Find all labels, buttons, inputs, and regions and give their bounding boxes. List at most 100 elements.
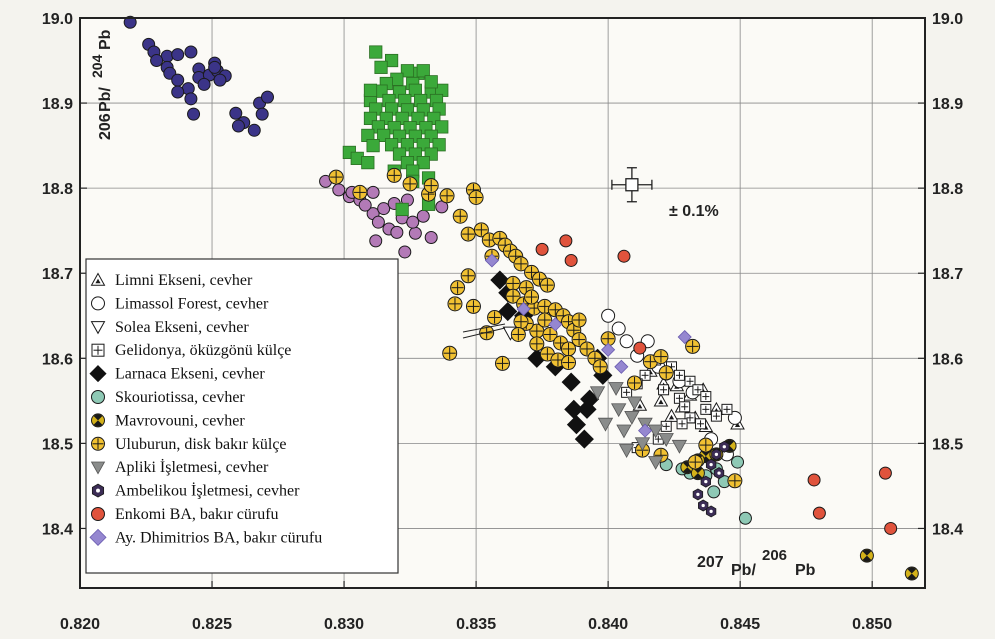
- data-point: [904, 566, 919, 581]
- data-point: [618, 444, 635, 459]
- cluster-point: [150, 54, 164, 68]
- data-point: [660, 420, 672, 432]
- data-point: [692, 384, 704, 396]
- data-point: [705, 458, 717, 471]
- data-point: [447, 296, 463, 312]
- legend-label: Limassol Forest, cevher: [115, 295, 269, 312]
- data-point: [710, 410, 722, 422]
- legend-marker: [90, 272, 106, 286]
- legend-marker: [91, 483, 105, 498]
- y-tick-label: 18.5: [42, 436, 73, 453]
- data-point: [616, 424, 632, 439]
- legend-marker: [91, 296, 105, 311]
- data-point: [352, 184, 368, 200]
- grid-lines: [80, 18, 925, 588]
- cluster-point: [406, 215, 420, 229]
- data-point: [490, 270, 510, 290]
- data-point: [513, 256, 529, 272]
- data-point: [535, 242, 549, 256]
- error-bar: [611, 167, 653, 203]
- cluster-point: [247, 123, 261, 137]
- cluster-point: [363, 83, 378, 97]
- cluster-point: [171, 73, 185, 87]
- data-point: [673, 369, 685, 381]
- data-point: [626, 396, 643, 411]
- svg-text:206: 206: [97, 113, 114, 140]
- svg-text:Pb: Pb: [795, 562, 816, 579]
- data-point: [402, 176, 418, 192]
- cluster-point: [184, 45, 198, 59]
- data-point: [592, 359, 608, 375]
- legend-marker: [89, 528, 107, 546]
- data-point: [700, 391, 712, 403]
- y-tick-label-right: 19.0: [932, 11, 963, 28]
- data-point: [539, 277, 555, 293]
- data-point: [721, 403, 733, 415]
- legend: Limni Ekseni, cevher Limassol Forest, cev…: [85, 258, 399, 574]
- cluster-point: [424, 230, 438, 244]
- data-point: [658, 365, 674, 381]
- data-point: [713, 467, 725, 480]
- data-point: [529, 336, 545, 352]
- svg-text:Pb/: Pb/: [97, 87, 114, 112]
- x-tick-label: 0.840: [588, 616, 628, 633]
- svg-text:207: 207: [697, 554, 724, 571]
- legend-label: Ay. Dhimitrios BA, bakır cürufu: [115, 529, 322, 546]
- cluster-point: [395, 202, 409, 217]
- data-point: [639, 369, 651, 381]
- data-point: [653, 393, 669, 407]
- data-point: [658, 433, 674, 447]
- data-point: [647, 424, 664, 439]
- axis-ticks: 0.820 0.825 0.830 0.835 0.840 0.845 0.850 19.0 1…: [42, 11, 963, 633]
- data-point: [684, 375, 696, 387]
- data-point: [564, 253, 578, 267]
- cluster-point: [187, 107, 201, 121]
- data-point: [684, 412, 696, 424]
- data-point: [465, 298, 481, 314]
- data-point: [647, 456, 664, 470]
- data-point: [707, 485, 721, 499]
- data-point: [561, 372, 581, 392]
- arrow-annotation: [462, 323, 506, 339]
- x-tick-label: 0.825: [192, 616, 232, 633]
- data-point: [621, 386, 633, 398]
- legend-label: Gelidonya, öküzgönü külçe: [115, 342, 291, 359]
- legend-marker: [91, 436, 105, 451]
- cluster-point: [390, 225, 404, 239]
- data-point: [634, 437, 651, 452]
- data-point: [473, 222, 489, 238]
- data-point: [450, 280, 466, 296]
- data-points: [123, 15, 919, 581]
- data-point: [498, 301, 518, 322]
- data-point: [695, 418, 707, 430]
- data-point: [619, 334, 634, 349]
- legend-label: Limni Ekseni, cevher: [115, 272, 253, 289]
- cluster-point: [398, 245, 412, 259]
- cluster-point: [332, 183, 346, 197]
- data-point: [516, 301, 531, 317]
- data-point: [677, 329, 692, 345]
- data-point: [727, 473, 743, 489]
- data-point: [386, 167, 402, 183]
- data-point: [328, 169, 344, 185]
- data-point: [700, 403, 712, 415]
- legend-label: Larnaca Ekseni, cevher: [115, 366, 265, 383]
- data-point: [439, 188, 455, 204]
- y-tick-label-right: 18.8: [932, 181, 963, 198]
- legend-marker: [91, 507, 105, 521]
- data-point: [608, 382, 624, 396]
- data-point: [505, 275, 521, 291]
- cluster-point: [171, 48, 185, 62]
- data-point: [878, 466, 892, 480]
- cluster-point: [416, 156, 430, 170]
- x-tick-label: 0.830: [324, 616, 364, 633]
- cluster-point: [123, 15, 137, 29]
- cluster-point: [255, 107, 269, 121]
- data-point: [561, 355, 577, 371]
- data-point: [658, 384, 670, 396]
- data-point: [807, 473, 821, 487]
- data-point: [571, 312, 587, 328]
- data-point: [859, 548, 874, 563]
- cluster-point: [369, 234, 383, 248]
